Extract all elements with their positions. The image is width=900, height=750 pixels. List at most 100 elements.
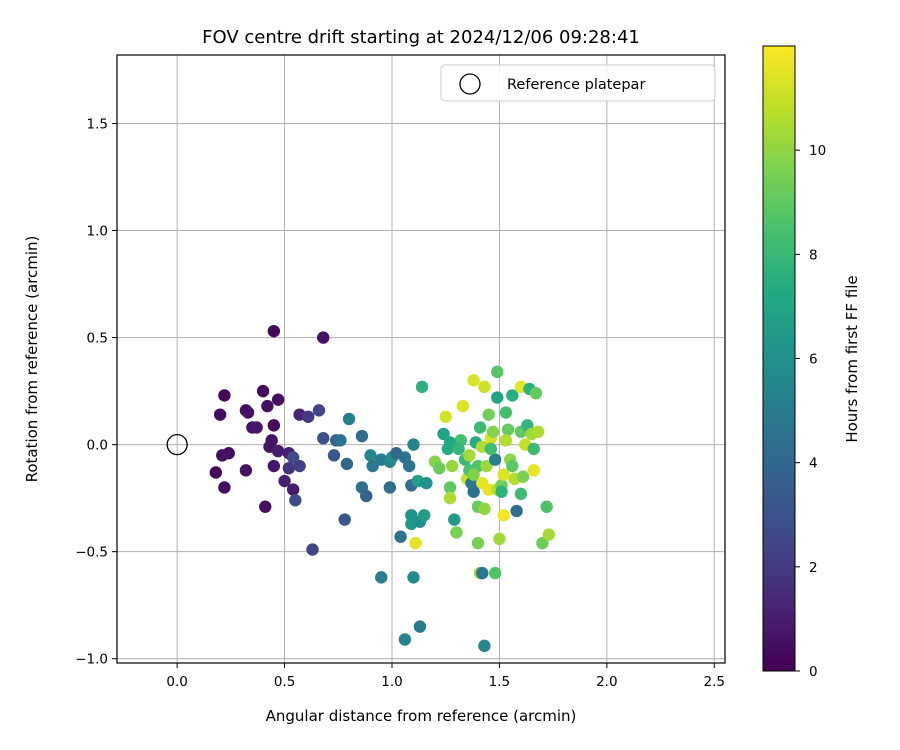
legend: Reference platepar [440, 64, 716, 102]
data-point [493, 532, 506, 546]
data-point [497, 509, 510, 522]
data-point [495, 485, 508, 498]
data-point [218, 481, 231, 494]
y-axis-ticks: −1.0 −0.5 0.0 0.5 1.0 1.5 [75, 117, 117, 668]
data-point [256, 384, 270, 398]
data-point [536, 536, 549, 550]
data-point [364, 449, 377, 462]
reference-platepar-marker [166, 433, 188, 456]
colorbar-tick-label: 8 [809, 247, 818, 263]
data-point [282, 461, 296, 475]
data-point [338, 513, 351, 526]
x-tick-label: 1.0 [381, 674, 402, 690]
data-point [239, 464, 253, 477]
data-point [267, 419, 281, 432]
data-point [278, 474, 291, 488]
data-point [482, 483, 495, 496]
reference-marker-layer [166, 433, 188, 456]
data-point [499, 406, 513, 419]
data-point [312, 404, 326, 417]
y-tick-label: −0.5 [75, 545, 108, 561]
data-point [334, 434, 347, 447]
y-axis-label: Rotation from reference (arcmin) [23, 236, 41, 483]
data-point [450, 526, 463, 539]
data-point [306, 543, 319, 556]
data-point [445, 459, 459, 473]
data-point [398, 633, 412, 646]
data-point [467, 485, 480, 498]
data-point [271, 444, 285, 458]
data-point [418, 509, 431, 522]
data-point [375, 571, 388, 584]
data-point [209, 466, 223, 479]
y-tick-label: 0.0 [87, 438, 108, 454]
data-point [456, 399, 470, 413]
colorbar-label: Hours from first FF file [843, 275, 861, 442]
x-tick-label: 2.0 [596, 674, 617, 690]
data-point [409, 536, 422, 550]
data-point [383, 481, 397, 494]
data-point [327, 449, 341, 462]
data-point [482, 408, 495, 421]
data-point [415, 380, 429, 394]
data-point [501, 423, 515, 436]
data-point [510, 504, 523, 518]
data-point [486, 425, 500, 438]
y-tick-label: −1.0 [75, 652, 108, 668]
x-axis-label: Angular distance from reference (arcmin) [266, 707, 577, 725]
colorbar-gradient [762, 45, 796, 672]
data-point [286, 451, 300, 464]
data-point [293, 459, 306, 473]
data-point [488, 566, 502, 580]
data-point [286, 483, 300, 496]
grid [117, 55, 725, 663]
x-tick-label: 2.5 [704, 674, 725, 690]
data-point [499, 434, 513, 447]
data-point [259, 500, 272, 513]
data-point [471, 536, 485, 550]
data-point [467, 374, 480, 387]
colorbar-ticks: 0 2 4 6 8 10 [795, 143, 826, 680]
colorbar-tick-label: 10 [809, 143, 826, 159]
data-point [394, 530, 407, 543]
data-point [340, 457, 354, 471]
data-point [355, 429, 369, 443]
data-point [514, 487, 528, 501]
data-point [506, 459, 519, 473]
data-point [405, 509, 418, 522]
data-point [222, 446, 235, 460]
legend-label: Reference platepar [507, 77, 645, 93]
data-point [443, 491, 457, 505]
data-point [317, 432, 330, 445]
x-tick-label: 0.0 [166, 674, 187, 690]
data-point [407, 571, 420, 584]
legend-reference-marker [459, 73, 481, 95]
data-point [478, 502, 491, 516]
data-point [443, 481, 457, 494]
data-point [420, 476, 433, 490]
data-point [267, 459, 281, 473]
data-point [542, 528, 556, 541]
data-point [540, 500, 553, 513]
data-point [491, 365, 504, 379]
chart-title: FOV centre drift starting at 2024/12/06 … [202, 27, 640, 48]
data-point [463, 449, 476, 462]
data-point [527, 464, 540, 477]
x-axis-ticks: 0.0 0.5 1.0 1.5 2.0 2.5 [166, 663, 725, 690]
data-point [402, 459, 416, 473]
data-point [250, 421, 263, 434]
x-tick-label: 1.5 [489, 674, 510, 690]
y-tick-label: 1.0 [87, 224, 108, 240]
data-point [302, 410, 315, 424]
data-point [452, 442, 465, 456]
data-point [506, 389, 519, 402]
data-point [491, 391, 504, 404]
data-point [476, 566, 489, 580]
data-point [407, 438, 420, 451]
data-point [439, 410, 452, 424]
data-point [473, 421, 487, 434]
data-point [467, 468, 480, 481]
data-point [366, 459, 379, 473]
data-point [529, 387, 543, 400]
data-point [218, 389, 231, 402]
